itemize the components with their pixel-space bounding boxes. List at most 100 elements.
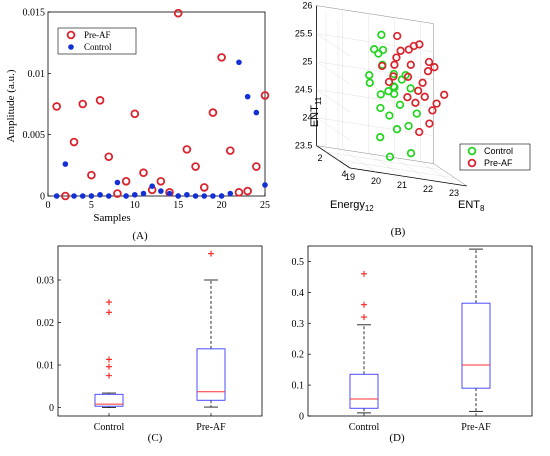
outlier-marker (106, 299, 112, 306)
data-point-control (390, 83, 399, 92)
x-tick-label: 10 (130, 200, 140, 211)
panel-b-z-axis-label: ENT11 (309, 96, 323, 127)
data-point-control (395, 100, 405, 109)
data-point-control (370, 45, 379, 54)
grid-line (394, 157, 429, 181)
outlier-marker (106, 372, 112, 379)
data-point-control (149, 183, 155, 189)
data-point-control (406, 84, 415, 93)
x-tick-label: 23 (449, 188, 459, 198)
y-tick-label: 0 (299, 412, 304, 423)
grid-line (368, 153, 403, 177)
data-point-control (140, 190, 147, 197)
data-point-pre-af (396, 46, 405, 55)
data-point-pre-af (411, 98, 420, 107)
data-point-pre-af (403, 93, 412, 102)
panel-b-y-axis-label: Energy12 (330, 199, 374, 213)
data-point-control (385, 152, 395, 161)
data-point-pre-af (199, 183, 209, 192)
box-iqr (196, 348, 226, 401)
data-point-pre-af (418, 78, 427, 87)
data-point-control (192, 193, 199, 199)
data-point-pre-af (95, 96, 105, 105)
panel-a-label: (A) (132, 230, 148, 242)
x-tick-label: Control (349, 422, 380, 433)
legend-marker-pre-af (66, 30, 76, 40)
data-point-control (365, 71, 374, 80)
panel-c-plot-area: 0 0.01 0.02 0.03 Control Pre-AF (37, 245, 263, 433)
data-point-pre-af (392, 53, 401, 62)
data-point-control (406, 149, 416, 158)
data-point-control (376, 133, 385, 142)
axis-edge-front (349, 167, 468, 187)
x-label-sub: 8 (480, 204, 485, 213)
data-point-pre-af (424, 57, 434, 67)
grid-line (342, 149, 377, 173)
x-tick-label: Pre-AF (461, 422, 491, 433)
y-label-main: Energy (330, 199, 365, 211)
data-point-control (377, 30, 386, 39)
axis-edge-left (316, 145, 351, 169)
data-point-pre-af (121, 176, 131, 186)
grid-line (420, 161, 455, 185)
data-point-control (227, 190, 234, 197)
plot-frame (307, 245, 533, 417)
data-point-pre-af (113, 189, 122, 198)
data-point-pre-af (440, 90, 449, 99)
axis-edge-top (316, 5, 434, 24)
data-point-pre-af (389, 72, 398, 81)
data-point-pre-af (243, 186, 252, 196)
z-tick-label: 26 (302, 1, 312, 11)
data-point-pre-af (406, 60, 415, 69)
x-tick-label: Pre-AF (196, 422, 226, 433)
y-tick-label: 0.02 (37, 318, 55, 329)
data-point-pre-af (173, 8, 183, 18)
data-point-control (385, 111, 394, 120)
legend-marker-pre-af (467, 158, 477, 168)
data-point-pre-af (404, 45, 413, 54)
panel-a-x-axis-label: Samples (93, 212, 130, 224)
data-point-pre-af (208, 108, 218, 117)
legend-marker-control (467, 146, 477, 156)
data-point-pre-af (87, 170, 96, 180)
data-point-pre-af (393, 31, 402, 41)
data-point-control (62, 161, 69, 167)
y-tick-label: 0 (49, 403, 54, 414)
data-point-pre-af (415, 127, 424, 137)
legend-marker-control (68, 44, 74, 50)
outlier-marker (106, 309, 112, 316)
grid-line (316, 33, 351, 57)
data-point-control (166, 190, 173, 197)
panel-a-legend: Pre-AF Control (57, 27, 137, 55)
z-tick-label: 24.5 (295, 85, 313, 95)
panel-c-box-plot: 0 0.01 0.02 0.03 Control Pre-AF (C) (37, 245, 263, 444)
axis-edge-back (316, 145, 434, 164)
panel-b-label: (B) (391, 226, 406, 238)
data-point-pre-af (78, 99, 88, 109)
y-label-sub: 12 (365, 204, 374, 213)
data-point-control (262, 182, 268, 188)
data-point-pre-af (432, 99, 441, 108)
data-point-control (201, 193, 208, 199)
z-tick-label: 23.5 (295, 141, 313, 151)
panel-c-label: (C) (148, 432, 163, 444)
y-tick-label: 0.5 (292, 257, 305, 268)
z-label-sub: 11 (314, 96, 323, 105)
data-point-control (218, 193, 225, 199)
data-point-control (97, 191, 103, 198)
data-point-control (105, 193, 112, 199)
outlier-marker (361, 314, 367, 321)
box-iqr (94, 393, 124, 407)
data-point-pre-af (403, 72, 413, 81)
data-point-pre-af (414, 86, 423, 95)
data-point-pre-af (260, 91, 270, 100)
legend-label-control: Control (484, 146, 513, 156)
data-point-pre-af (182, 145, 192, 154)
data-point-control (412, 109, 421, 118)
data-point-pre-af (423, 67, 433, 76)
data-point-control (365, 78, 374, 87)
y-tick-label: 0.03 (37, 276, 55, 287)
data-point-pre-af (191, 162, 200, 171)
data-point-control (244, 93, 251, 100)
